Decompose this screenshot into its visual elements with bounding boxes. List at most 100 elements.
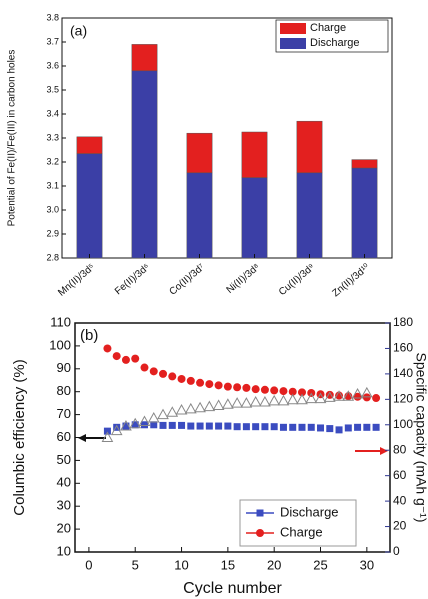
y-tick-label: 40 [57, 475, 71, 490]
marker [205, 422, 213, 430]
marker [305, 392, 318, 404]
x-tick-label: 30 [360, 557, 374, 572]
bar-segment [296, 172, 323, 259]
plot-frame [61, 17, 393, 259]
marker [363, 423, 371, 431]
marker [110, 424, 123, 436]
legend-label: Discharge [280, 504, 339, 519]
marker [140, 363, 149, 372]
y-tick-label: 80 [57, 383, 71, 398]
marker [159, 421, 167, 429]
marker [240, 397, 253, 408]
marker [150, 421, 158, 429]
marker [178, 421, 186, 429]
marker [298, 423, 306, 431]
y2-tick-label: 180 [393, 315, 413, 329]
legend-marker [256, 509, 264, 517]
marker [166, 406, 179, 417]
marker [223, 382, 232, 391]
x-tick-label: 10 [174, 557, 188, 572]
marker [222, 398, 234, 409]
marker [103, 427, 111, 435]
y-tick-label: 10 [57, 543, 71, 558]
x-tick-label: 20 [267, 557, 281, 572]
y-tick-label: 3.5 [46, 84, 59, 94]
marker [121, 355, 130, 364]
y2-tick-label: 160 [393, 341, 413, 355]
marker [187, 422, 195, 430]
y-tick-label: 30 [57, 498, 71, 513]
marker [186, 376, 195, 385]
marker [260, 385, 269, 394]
y2-tick-label: 0 [393, 544, 400, 558]
x-tick-label: Zn(II)/3d¹⁰ [330, 262, 372, 299]
legend-swatch [280, 38, 306, 49]
marker [289, 423, 297, 431]
marker [224, 422, 232, 430]
marker [184, 402, 197, 414]
marker [323, 391, 336, 402]
marker [120, 420, 132, 431]
bar-segment [76, 153, 103, 259]
marker [212, 399, 225, 410]
x-tick-label: 25 [313, 557, 327, 572]
marker [138, 415, 151, 426]
marker [196, 422, 204, 430]
marker [354, 423, 362, 431]
y-tick-label: 110 [50, 314, 71, 329]
marker [307, 423, 315, 431]
legend-label: Discharge [310, 37, 360, 49]
x-tick-label: 15 [221, 557, 235, 572]
y-tick-label: 3.6 [46, 60, 59, 70]
marker [196, 378, 205, 387]
bar-segment [241, 131, 268, 178]
y-tick-label: 60 [57, 429, 71, 444]
y-axis-title: Potential of Fe(II)/Fe(III) in carbon ho… [7, 50, 18, 227]
marker [296, 393, 308, 405]
marker [112, 352, 121, 361]
marker [101, 431, 114, 442]
marker [242, 383, 251, 392]
legend-swatch [280, 23, 306, 34]
y-axis-title: Columbic efficiency (%) [11, 359, 28, 515]
y2-tick-label: 20 [393, 519, 407, 533]
bar-segment [186, 132, 213, 174]
marker [231, 397, 243, 408]
y2-tick-label: 140 [393, 366, 413, 380]
marker [372, 394, 381, 403]
x-tick-label: Mn(II)/3d⁵ [56, 262, 97, 299]
x-tick-label: Co(II)/3d⁷ [167, 262, 207, 298]
marker [252, 423, 260, 431]
marker [113, 423, 121, 431]
marker [279, 387, 288, 396]
marker [147, 412, 160, 423]
marker [261, 423, 269, 431]
marker [353, 392, 362, 401]
marker [360, 386, 373, 398]
marker [122, 422, 130, 430]
marker [268, 394, 281, 406]
marker [233, 423, 241, 431]
x-tick-label: Cu(II)/3d⁹ [277, 262, 317, 298]
marker [131, 354, 140, 363]
marker [286, 393, 299, 405]
arrow-left-head [78, 434, 86, 442]
y2-tick-label: 100 [393, 417, 413, 431]
y-tick-label: 20 [57, 521, 71, 536]
bar-segment [186, 172, 213, 259]
marker [233, 383, 242, 392]
y2-axis-title: Specific capacity (mAh g⁻¹) [413, 353, 428, 523]
y-tick-label: 2.9 [46, 228, 59, 238]
marker [157, 408, 169, 420]
y-tick-label: 3.3 [46, 132, 59, 142]
marker [277, 394, 290, 406]
y-tick-label: 3.1 [46, 180, 59, 190]
marker [314, 392, 327, 404]
marker [326, 425, 334, 433]
marker [194, 401, 206, 413]
marker [259, 395, 271, 407]
y2-tick-label: 40 [393, 493, 407, 507]
y-tick-label: 90 [57, 360, 71, 375]
marker [335, 391, 344, 400]
